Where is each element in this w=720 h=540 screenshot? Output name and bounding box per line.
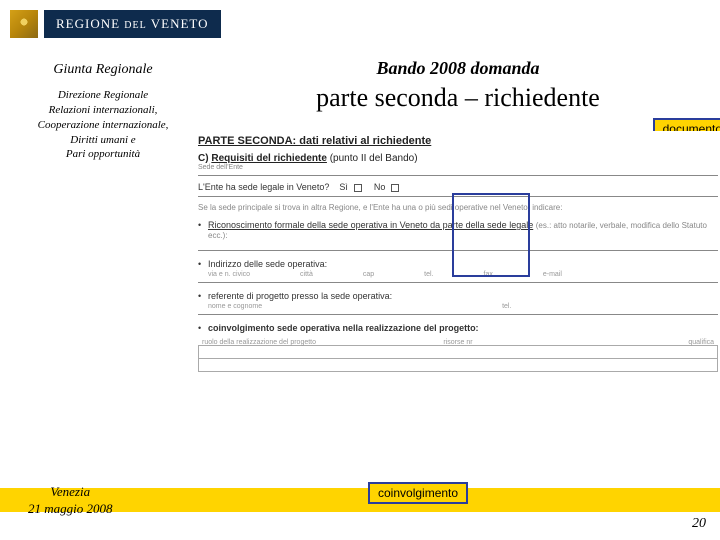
logo-small: DEL <box>124 20 146 31</box>
table-row <box>198 345 718 359</box>
section-c-prefix: C) <box>198 153 211 164</box>
logo: REGIONE DEL VENETO <box>10 8 221 40</box>
tag-coinvolgimento: coinvolgimento <box>368 482 468 504</box>
col: risorse nr <box>373 339 544 346</box>
page-number: 20 <box>692 516 706 532</box>
direzione-label: Direzione Regionale Relazioni internazio… <box>18 88 188 162</box>
section-c-label: Requisiti del richiedente <box>211 153 327 164</box>
divider <box>198 314 718 315</box>
highlight-box <box>452 193 530 277</box>
divider <box>198 175 718 176</box>
footer-place: Venezia <box>28 484 113 501</box>
checkbox-no[interactable] <box>391 184 399 192</box>
giunta-label: Giunta Regionale <box>18 62 188 78</box>
b3-label: referente di progetto presso la sede ope… <box>208 291 718 301</box>
bullet-4: • coinvolgimento sede operativa nella re… <box>198 323 718 333</box>
logo-text: REGIONE DEL VENETO <box>44 10 221 38</box>
q1-text: L'Ente ha sede legale in Veneto? <box>198 182 329 192</box>
col: nome e cognome <box>208 303 262 310</box>
col: città <box>300 271 313 278</box>
q1: L'Ente ha sede legale in Veneto? Sì No <box>198 182 718 192</box>
b3-cols: nome e cognome tel. <box>208 303 718 310</box>
sede-ente: Sede dell'Ente <box>198 164 718 171</box>
logo-end: VENETO <box>151 16 209 31</box>
bullet-3: • referente di progetto presso la sede o… <box>198 291 718 301</box>
col: via e n. civico <box>208 271 250 278</box>
q1-si-label: Sì <box>339 182 348 192</box>
col: e-mail <box>543 271 562 278</box>
content: Giunta Regionale Direzione Regionale Rel… <box>0 50 720 380</box>
form-snippet: PARTE SECONDA: dati relativi al richiede… <box>188 131 720 380</box>
col: ruolo della realizzazione del progetto <box>202 339 373 346</box>
checkbox-si[interactable] <box>354 184 362 192</box>
divider <box>198 282 718 283</box>
right-column: Bando 2008 domanda parte seconda – richi… <box>188 58 720 380</box>
footer-date: 21 maggio 2008 <box>28 501 113 518</box>
form-header: PARTE SECONDA: dati relativi al richiede… <box>198 135 718 147</box>
b4-label: coinvolgimento sede operativa nella real… <box>208 323 479 333</box>
col: tel. <box>502 303 511 310</box>
form-section-c: C) Requisiti del richiedente (punto II d… <box>198 153 718 164</box>
header-band: REGIONE DEL VENETO <box>0 0 720 50</box>
left-column: Giunta Regionale Direzione Regionale Rel… <box>18 58 188 380</box>
logo-emblem-icon <box>10 10 38 38</box>
table-row <box>198 358 718 372</box>
section-c-note: (punto II del Bando) <box>330 153 418 164</box>
parte-title: parte seconda – richiedente <box>188 83 720 113</box>
table-head: ruolo della realizzazione del progetto r… <box>198 339 718 346</box>
col: qualifica <box>543 339 714 346</box>
logo-main: REGIONE <box>56 16 120 31</box>
col: cap <box>363 271 374 278</box>
bando-title: Bando 2008 domanda <box>188 58 720 79</box>
footer-left: Venezia 21 maggio 2008 <box>28 484 113 518</box>
col: tel. <box>424 271 433 278</box>
q1-no-label: No <box>374 182 386 192</box>
